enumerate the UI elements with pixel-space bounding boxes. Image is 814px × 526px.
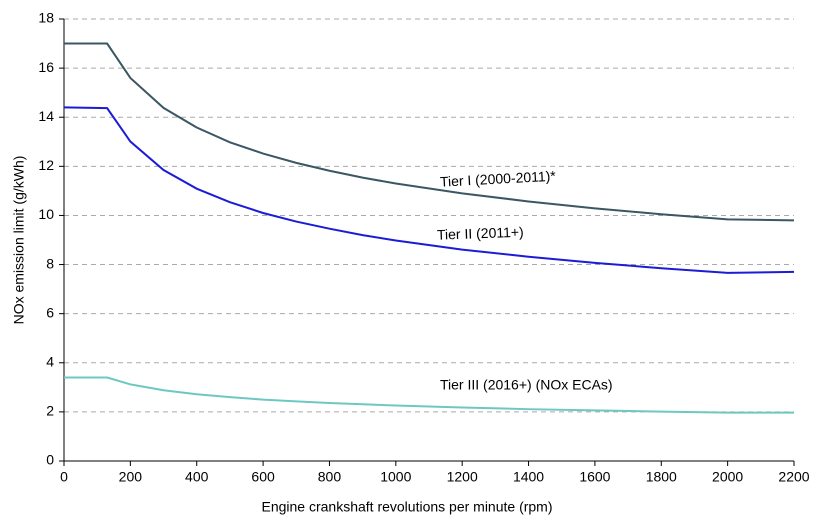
x-tick-label: 1400: [513, 469, 544, 485]
y-axis-label: NOx emission limit (g/kWh): [11, 156, 27, 325]
x-tick-label: 200: [119, 469, 143, 485]
y-tick-label: 8: [46, 255, 54, 271]
x-tick-label: 600: [251, 469, 275, 485]
x-tick-label: 2000: [712, 469, 743, 485]
x-tick-label: 1200: [447, 469, 478, 485]
y-tick-label: 2: [46, 403, 54, 419]
series-label: Tier III (2016+) (NOx ECAs): [440, 377, 613, 393]
x-tick-label: 400: [185, 469, 209, 485]
y-tick-label: 18: [38, 10, 54, 26]
x-tick-label: 800: [318, 469, 342, 485]
y-tick-label: 12: [38, 157, 54, 173]
series-line: [64, 42, 795, 222]
x-tick-label: 1800: [646, 469, 677, 485]
x-tick-label: 1600: [579, 469, 610, 485]
y-tick-label: 16: [38, 59, 54, 75]
series-line: [64, 376, 794, 414]
x-axis-label: Engine crankshaft revolutions per minute…: [261, 499, 552, 515]
series-label: Tier I (2000-2011)*: [440, 168, 557, 190]
x-tick-label: 1000: [380, 469, 411, 485]
y-tick-label: 4: [46, 353, 54, 369]
y-tick-label: 10: [38, 206, 54, 222]
series-line: [63, 106, 795, 274]
y-tick-label: 0: [46, 452, 54, 468]
x-tick-label: 0: [60, 469, 68, 485]
y-tick-label: 14: [38, 108, 54, 124]
y-tick-label: 6: [46, 304, 54, 320]
series-label: Tier II (2011+): [437, 224, 524, 243]
x-tick-label: 2200: [778, 469, 809, 485]
